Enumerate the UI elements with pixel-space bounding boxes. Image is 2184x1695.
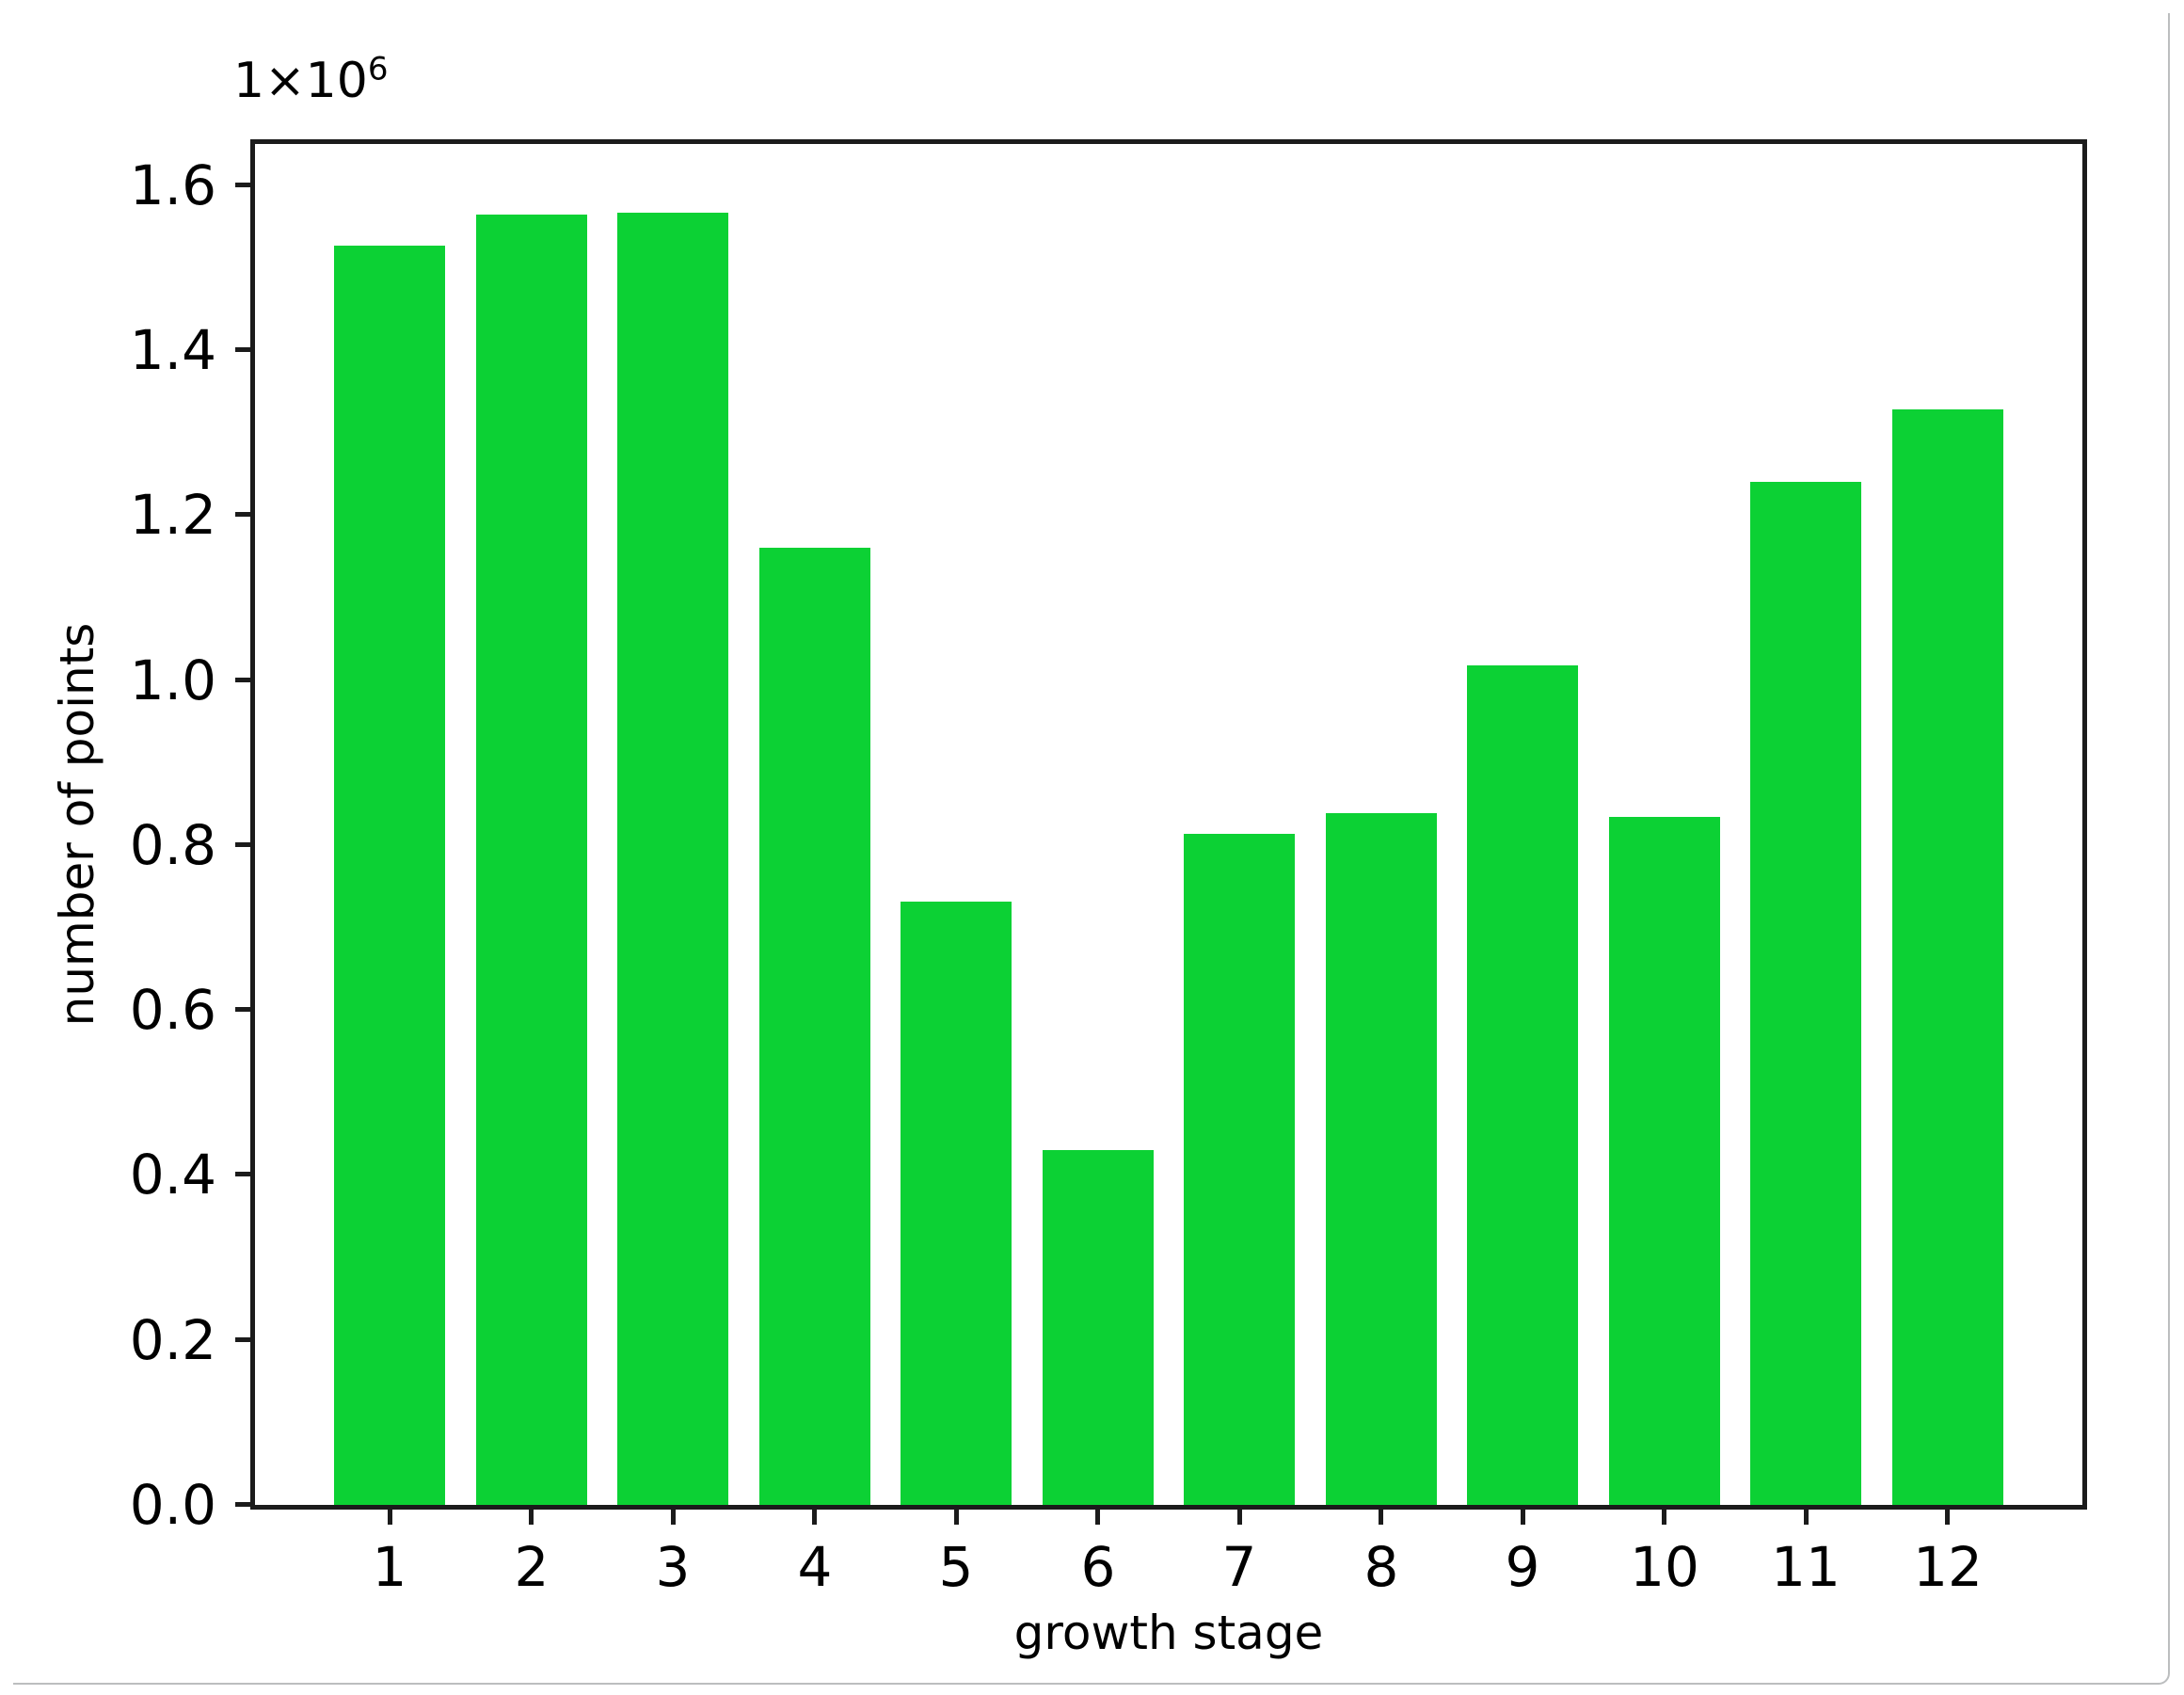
y-tick-label: 1.6 <box>129 153 216 217</box>
x-tick-mark <box>1095 1510 1100 1525</box>
offset-exponent: 6 <box>367 50 389 88</box>
x-tick-mark <box>388 1510 392 1525</box>
x-tick-mark <box>1237 1510 1242 1525</box>
bar <box>1326 813 1437 1505</box>
x-tick-label: 5 <box>938 1535 974 1599</box>
offset-base: 1×10 <box>233 53 368 109</box>
y-tick-mark <box>235 183 250 187</box>
x-tick-label: 8 <box>1363 1535 1399 1599</box>
x-tick-label: 9 <box>1505 1535 1540 1599</box>
x-tick-mark <box>529 1510 534 1525</box>
x-tick-label: 7 <box>1221 1535 1257 1599</box>
y-tick-mark <box>235 1502 250 1507</box>
bar <box>1184 834 1295 1505</box>
x-tick-mark <box>1662 1510 1666 1525</box>
y-tick-mark <box>235 842 250 847</box>
bar <box>1467 665 1578 1505</box>
y-tick-mark <box>235 347 250 352</box>
bar <box>617 213 728 1505</box>
y-tick-mark <box>235 678 250 682</box>
bar <box>759 548 870 1505</box>
x-tick-label: 12 <box>1913 1535 1983 1599</box>
y-axis-offset-text: 1×106 <box>233 53 388 109</box>
y-tick-label: 1.0 <box>129 648 216 712</box>
bar <box>1892 409 2003 1505</box>
x-tick-label: 1 <box>372 1535 407 1599</box>
x-axis-label: growth stage <box>1013 1606 1324 1660</box>
x-tick-mark <box>1945 1510 1950 1525</box>
bar <box>1609 817 1720 1505</box>
x-tick-label: 3 <box>655 1535 691 1599</box>
x-tick-label: 4 <box>797 1535 833 1599</box>
y-tick-label: 1.2 <box>129 483 216 547</box>
y-tick-mark <box>235 1172 250 1176</box>
bar <box>334 246 445 1505</box>
x-tick-mark <box>1521 1510 1525 1525</box>
x-tick-label: 10 <box>1630 1535 1699 1599</box>
bar <box>1043 1150 1154 1505</box>
plot-area <box>250 139 2087 1510</box>
y-tick-label: 0.4 <box>129 1143 216 1207</box>
y-tick-label: 0.6 <box>129 978 216 1042</box>
x-tick-mark <box>954 1510 959 1525</box>
y-tick-mark <box>235 1337 250 1342</box>
y-tick-mark <box>235 1007 250 1012</box>
bar <box>901 902 1012 1505</box>
x-tick-mark <box>1379 1510 1383 1525</box>
x-tick-label: 11 <box>1771 1535 1841 1599</box>
bar <box>1750 482 1861 1505</box>
y-axis-label: number of points <box>50 622 104 1027</box>
y-tick-label: 0.0 <box>129 1473 216 1537</box>
x-tick-label: 2 <box>514 1535 550 1599</box>
x-tick-mark <box>1804 1510 1809 1525</box>
bar <box>476 215 587 1505</box>
y-tick-label: 0.8 <box>129 813 216 877</box>
y-tick-mark <box>235 512 250 517</box>
x-tick-mark <box>812 1510 817 1525</box>
x-tick-label: 6 <box>1080 1535 1116 1599</box>
y-tick-label: 1.4 <box>129 318 216 382</box>
y-tick-label: 0.2 <box>129 1308 216 1372</box>
x-tick-mark <box>671 1510 676 1525</box>
